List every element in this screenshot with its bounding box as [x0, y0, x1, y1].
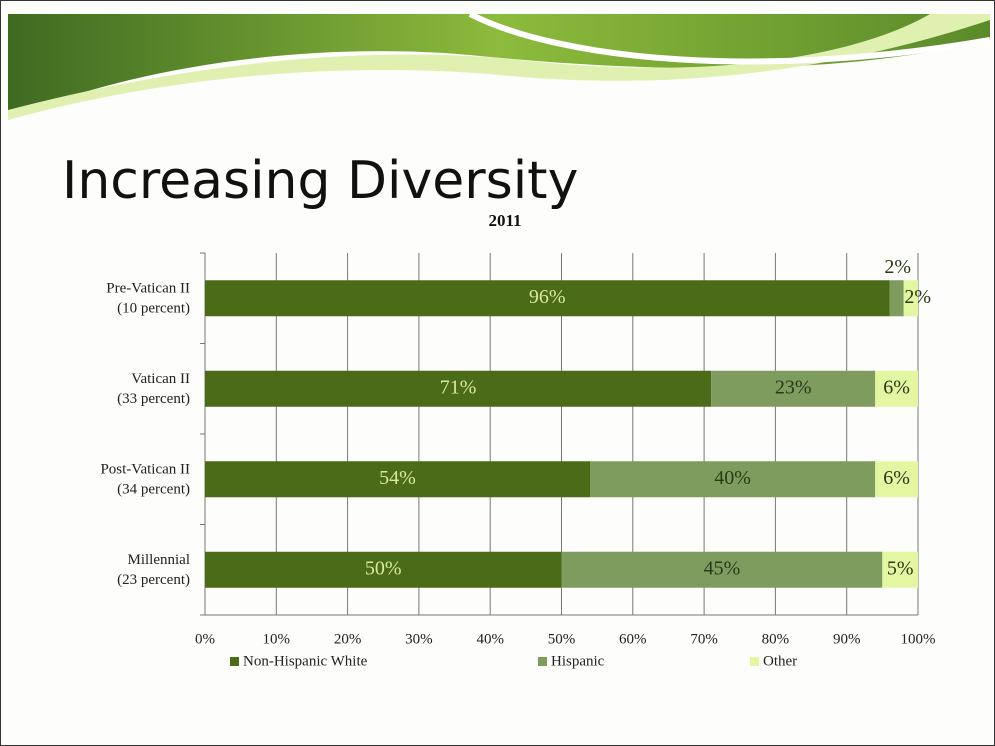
value-label: 45%	[704, 557, 741, 579]
bar-segment	[205, 461, 591, 498]
bar-segment	[205, 280, 890, 317]
label-line: (10 percent)	[117, 301, 190, 317]
x-tick-label: 40%	[476, 631, 504, 647]
legend-swatch	[538, 657, 547, 666]
label-line: Vatican II	[131, 371, 190, 387]
value-label: 2%	[884, 256, 911, 278]
y-tick-label: Millennial (23 percent)	[117, 552, 190, 588]
value-label: 96%	[529, 286, 566, 308]
legend-swatch	[750, 657, 759, 666]
bar-segment	[903, 280, 918, 317]
value-label: 2%	[904, 286, 931, 308]
value-label: 6%	[883, 467, 910, 489]
label-line: Pre-Vatican II	[106, 281, 190, 297]
bar-segment	[875, 461, 918, 498]
plot: 0% 10% 20% 30% 40% 50% 60% 70% 80% 90% 100% Pre-Vat…	[100, 252, 936, 669]
label-line: Millennial	[128, 552, 191, 568]
value-label: 71%	[440, 376, 477, 398]
x-tick-label: 10%	[263, 631, 291, 647]
bar-segment	[882, 551, 918, 588]
value-label: 54%	[379, 467, 416, 489]
x-tick-label: 20%	[334, 631, 362, 647]
legend-swatch	[230, 657, 239, 666]
value-label: 40%	[714, 467, 751, 489]
label-line: (23 percent)	[117, 572, 190, 588]
slide-title: Increasing Diversity	[62, 151, 578, 211]
bar-segment	[711, 370, 876, 407]
legend-label: Non-Hispanic White	[243, 653, 368, 669]
bar-segment	[205, 551, 562, 588]
bar-segment	[889, 280, 904, 317]
value-label: 23%	[775, 376, 812, 398]
value-label: 50%	[365, 557, 402, 579]
x-tick-label: 0%	[195, 631, 215, 647]
legend-label: Hispanic	[551, 653, 605, 669]
y-tick-label: Pre-Vatican II (10 percent)	[106, 281, 190, 317]
bar-segment	[590, 461, 876, 498]
bar-segment	[875, 370, 918, 407]
x-tick-label: 70%	[690, 631, 718, 647]
bar-segment	[205, 370, 712, 407]
x-tick-label: 50%	[548, 631, 576, 647]
x-tick-label: 80%	[762, 631, 790, 647]
chart-title: 2011	[488, 211, 521, 230]
x-tick-label: 100%	[901, 631, 936, 647]
value-label: 6%	[883, 376, 910, 398]
x-tick-label: 30%	[405, 631, 433, 647]
label-line: (33 percent)	[117, 391, 190, 407]
swoosh-light	[8, 14, 990, 120]
x-tick-label: 90%	[833, 631, 861, 647]
x-tick-label: 60%	[619, 631, 647, 647]
label-line: Post-Vatican II	[100, 462, 190, 478]
swoosh	[8, 14, 990, 120]
legend-label: Other	[763, 653, 797, 669]
bar-segment	[561, 551, 883, 588]
y-tick-label: Post-Vatican II (34 percent)	[100, 462, 190, 498]
label-line: (34 percent)	[117, 482, 190, 498]
value-label: 5%	[887, 557, 914, 579]
swoosh-highlight	[468, 11, 991, 65]
y-tick-label: Vatican II (33 percent)	[117, 371, 190, 407]
